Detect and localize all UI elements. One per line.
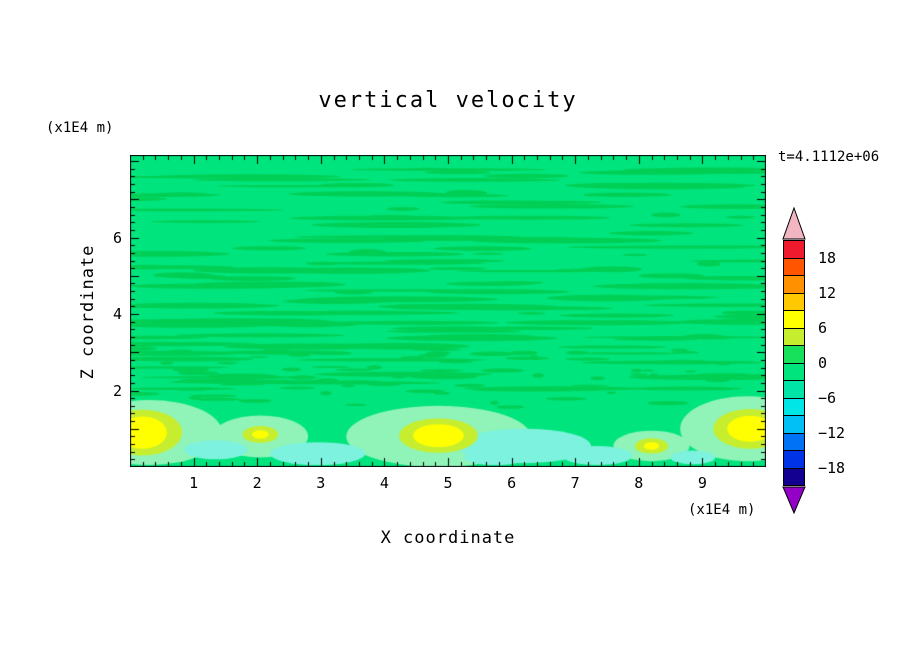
colorbar-tick-label: −12	[818, 424, 846, 443]
colorbar-segment	[784, 346, 804, 364]
colorbar-segment	[784, 451, 804, 469]
colorbar	[783, 240, 805, 486]
colorbar-tick-label: 6	[818, 318, 828, 337]
colorbar-tick-label: 0	[818, 354, 828, 372]
x-tick-label: 5	[443, 474, 453, 492]
x-tick-label: 3	[316, 474, 326, 492]
colorbar-segment	[784, 311, 804, 329]
contour-field-canvas	[130, 155, 766, 467]
colorbar-bottom-arrow-icon	[782, 486, 806, 514]
y-axis-title: Z coordinate	[78, 244, 98, 380]
x-axis-unit-label: (x1E4 m)	[688, 502, 756, 518]
colorbar-segment	[784, 258, 804, 276]
colorbar-segment	[784, 381, 804, 399]
colorbar-segment	[784, 416, 804, 434]
x-tick-label: 7	[570, 474, 580, 492]
colorbar-segment	[784, 276, 804, 294]
colorbar-segment	[784, 433, 804, 451]
x-tick-label: 6	[507, 474, 517, 492]
colorbar-segment	[784, 241, 804, 259]
x-tick-label: 1	[189, 474, 199, 492]
colorbar-top-arrow-icon	[782, 207, 806, 240]
x-tick-label: 4	[379, 474, 389, 492]
x-tick-label: 9	[697, 474, 707, 492]
x-axis-title: X coordinate	[380, 528, 516, 548]
colorbar-tick-label: −18	[818, 459, 846, 478]
colorbar-segment	[784, 328, 804, 346]
x-tick-label: 2	[252, 474, 262, 492]
colorbar-segment	[784, 468, 804, 485]
colorbar-segment	[784, 293, 804, 311]
y-axis-unit-label: (x1E4 m)	[46, 120, 114, 136]
colorbar-segment	[784, 398, 804, 416]
colorbar-tick-label: 18	[818, 248, 837, 267]
colorbar-tick-label: −6	[818, 389, 837, 408]
x-tick-label: 8	[634, 474, 644, 492]
page-title: vertical velocity	[318, 88, 578, 113]
colorbar-tick-label: 12	[818, 283, 837, 302]
y-tick-label: 6	[112, 228, 122, 247]
colorbar-segment	[784, 363, 804, 381]
y-tick-label: 2	[112, 381, 122, 400]
y-tick-label: 4	[112, 305, 122, 324]
timestamp-label: t=4.1112e+06	[778, 149, 880, 165]
